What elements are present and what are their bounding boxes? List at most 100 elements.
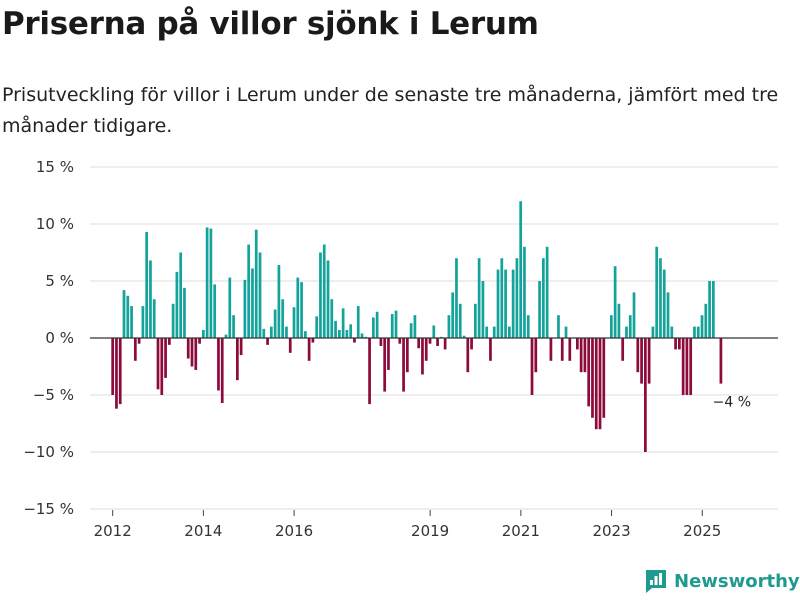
bar [337, 330, 341, 338]
bar [247, 244, 251, 338]
bar [666, 292, 670, 338]
bar [466, 338, 470, 373]
y-tick-label: 15 % [36, 158, 74, 176]
bar [696, 326, 700, 338]
bar [436, 338, 439, 346]
bar [232, 315, 235, 338]
bar [447, 315, 451, 338]
gridlines [90, 166, 778, 510]
bar [659, 258, 662, 338]
bar [243, 279, 247, 338]
bar [251, 268, 254, 338]
bar [273, 309, 277, 338]
bar [379, 338, 383, 346]
bar [700, 315, 704, 338]
bar [183, 287, 186, 338]
x-tick-label: 2025 [683, 522, 721, 540]
bar [258, 252, 262, 338]
bar [334, 320, 337, 338]
x-tick-label: 2023 [592, 522, 630, 540]
bar [617, 303, 621, 338]
bar [194, 338, 198, 370]
bars [111, 201, 723, 452]
bar [405, 338, 409, 373]
bar [296, 277, 300, 338]
bar [678, 338, 681, 350]
bar [530, 338, 534, 395]
y-tick-label: 0 % [45, 329, 74, 347]
bar [220, 338, 224, 403]
bar [387, 338, 390, 370]
bar [360, 333, 364, 338]
bar [235, 338, 239, 381]
bar [519, 201, 523, 338]
bar [281, 299, 285, 338]
bar [545, 246, 549, 338]
annotations: −4 % [713, 395, 751, 411]
bar [149, 260, 152, 338]
bar [413, 315, 417, 338]
bar [141, 306, 145, 338]
bar [349, 324, 353, 338]
bar [526, 315, 530, 338]
x-axis-ticks: 2012 2014 2016 2019 2021 2023 2025 [94, 510, 721, 540]
bar [126, 295, 130, 338]
y-tick-label: −15 % [23, 500, 74, 518]
bar [693, 326, 696, 338]
bar [262, 328, 266, 338]
bar [704, 303, 708, 338]
bar [640, 338, 643, 384]
bar [213, 284, 217, 338]
bar [315, 316, 319, 338]
y-tick-label: −5 % [33, 386, 74, 404]
bar [443, 338, 447, 350]
y-tick-label: 5 % [45, 272, 74, 290]
bar [130, 306, 133, 338]
bar [613, 266, 617, 338]
chart-title: Priserna på villor sjönk i Lerum [2, 6, 539, 42]
bar [145, 231, 149, 338]
bar [402, 338, 405, 392]
x-tick-label: 2021 [502, 522, 540, 540]
bar [579, 338, 583, 373]
y-axis-ticks: 15 % 10 % 5 % 0 % −5 % −10 % −15 % [23, 158, 74, 518]
brand-name: Newsworthy [674, 570, 800, 592]
bar [428, 338, 432, 344]
bar [179, 252, 183, 338]
bar [455, 258, 458, 338]
bar [307, 338, 311, 361]
bar [239, 338, 243, 356]
bar [651, 326, 655, 338]
bar [421, 338, 424, 375]
bar [632, 292, 636, 338]
bar [254, 229, 258, 338]
bar [625, 326, 628, 338]
bar [576, 338, 579, 350]
bar [390, 314, 394, 338]
bar [708, 281, 711, 338]
bar [190, 338, 194, 367]
bar [485, 326, 489, 338]
bar [122, 290, 126, 338]
bar [685, 338, 689, 395]
bar [636, 338, 640, 373]
brand-logo[interactable]: Newsworthy [644, 568, 800, 594]
bar [353, 338, 356, 343]
bar [330, 299, 334, 338]
bar [371, 317, 375, 338]
bar [712, 281, 715, 338]
bar [375, 311, 379, 338]
bar [647, 338, 651, 384]
bar [209, 228, 213, 338]
bar [496, 269, 500, 338]
bar [594, 338, 598, 430]
bar [156, 338, 160, 390]
bar [269, 326, 273, 338]
bar [111, 338, 115, 395]
bar [504, 269, 507, 338]
bar [356, 306, 360, 338]
bar [473, 303, 477, 338]
bar [303, 331, 307, 338]
bar [470, 338, 473, 350]
